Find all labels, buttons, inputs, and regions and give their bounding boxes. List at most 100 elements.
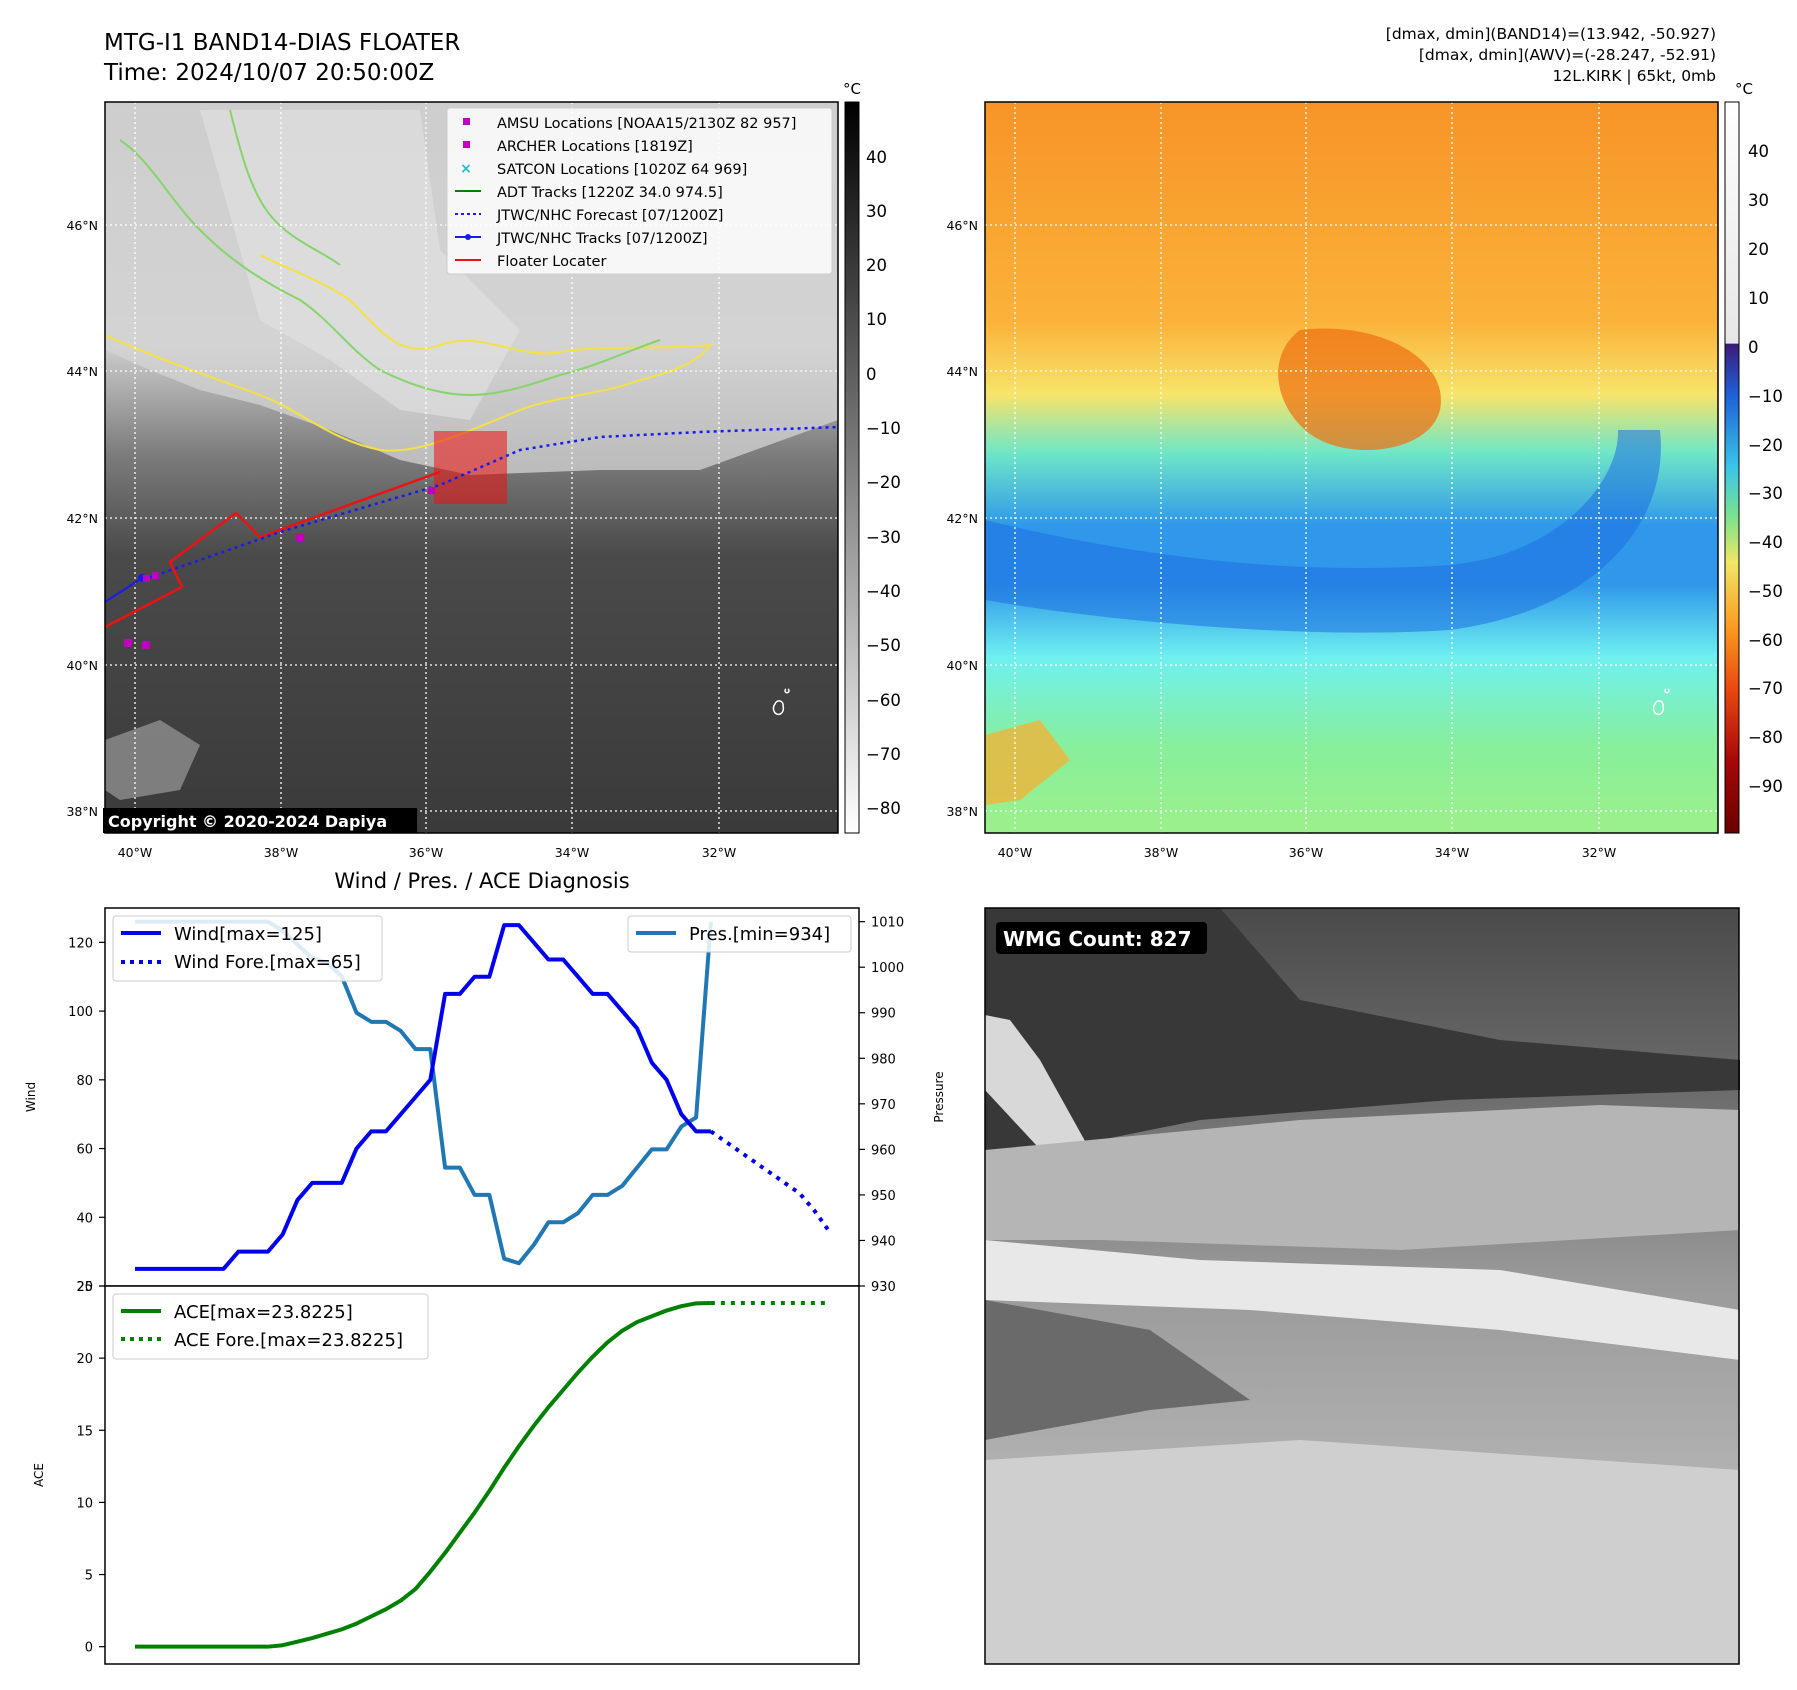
cbar-tick: −30	[866, 528, 901, 547]
ir-color-lat-labels: 46°N 44°N 42°N 40°N 38°N	[946, 218, 978, 819]
cbar-tick: −40	[1748, 533, 1783, 552]
pressure-ytick-label: 1000	[871, 961, 904, 976]
map-legend: × AMSU Locations [NOAA15/2130Z 82 957] A…	[446, 107, 833, 275]
ir-gray-lon-labels: 40°W 38°W 36°W 34°W 32°W	[118, 845, 737, 860]
cbar-tick: −70	[866, 745, 901, 764]
lat-label: 44°N	[66, 364, 98, 379]
wmg-panel: WMG Count: 827	[984, 907, 1740, 1665]
pressure-ytick-label: 1010	[871, 916, 904, 931]
wmg-count-label: WMG Count: 827	[1003, 927, 1192, 951]
lat-label: 40°N	[66, 658, 98, 673]
pressure-ytick-label: 980	[871, 1052, 896, 1067]
lon-label: 38°W	[1144, 845, 1179, 860]
ace-ytick-label: 20	[76, 1352, 93, 1367]
lon-label: 32°W	[702, 845, 737, 860]
legend-amsu-marker	[463, 118, 470, 125]
wind-ytick-label: 100	[68, 1005, 93, 1020]
wind-axis-label: Wind	[24, 1082, 38, 1112]
wmg-count-box	[996, 922, 1207, 954]
cbar-tick: −90	[1748, 777, 1783, 796]
pressure-ytick-label: 940	[871, 1234, 896, 1249]
pressure-ytick-label: 960	[871, 1143, 896, 1158]
lon-label: 40°W	[118, 845, 153, 860]
ir-panel-color	[984, 101, 1719, 834]
cbar-tick: 30	[866, 202, 887, 221]
ir-panel-gray: × AMSU Locations [NOAA15/2130Z 82 957] A…	[103, 101, 839, 834]
stats-awv: [dmax, dmin](AWV)=(-28.247, -52.91)	[1419, 46, 1716, 64]
legend-label: JTWC/NHC Forecast [07/1200Z]	[496, 208, 723, 224]
figure-title: MTG-I1 BAND14-DIAS FLOATER	[104, 30, 460, 56]
cbar-tick: 0	[866, 365, 877, 384]
pressure-axis-label: Pressure	[932, 1071, 946, 1122]
legend-wind-label: Wind[max=125]	[174, 924, 322, 945]
legend-label: SATCON Locations [1020Z 64 969]	[497, 162, 747, 178]
cbar-tick: 40	[1748, 142, 1769, 161]
wind-legend: Wind[max=125] Wind Fore.[max=65]	[112, 915, 383, 982]
lon-label: 38°W	[264, 845, 299, 860]
cbar-tick: −50	[1748, 582, 1783, 601]
cbar-tick: −40	[866, 582, 901, 601]
legend-label: Floater Locater	[497, 254, 606, 270]
wind-ytick-label: 120	[68, 936, 93, 951]
lon-label: 36°W	[1289, 845, 1324, 860]
ace-ytick-label: 25	[76, 1280, 93, 1295]
ace-legend: ACE[max=23.8225] ACE Fore.[max=23.8225]	[112, 1293, 429, 1360]
ace-ytick-label: 10	[76, 1496, 93, 1511]
archer-marker	[143, 575, 150, 582]
cbar-tick: −10	[1748, 387, 1783, 406]
ir-gray-lat-labels: 46°N 44°N 42°N 40°N 38°N	[66, 218, 98, 819]
stats-band14: [dmax, dmin](BAND14)=(13.942, -50.927)	[1386, 25, 1716, 43]
lat-label: 42°N	[946, 511, 978, 526]
copyright-box	[103, 808, 417, 833]
wmg-dark-lower	[985, 1300, 1250, 1440]
ace-ytick-label: 5	[85, 1569, 93, 1584]
cbar-tick: 20	[1748, 240, 1769, 259]
cbar-tick: −60	[1748, 631, 1783, 650]
amsu-marker	[142, 641, 150, 649]
cloud-center	[1278, 328, 1441, 450]
ace-ytick-label: 0	[85, 1641, 93, 1656]
ace-ytick-label: 15	[76, 1424, 93, 1439]
lon-label: 36°W	[409, 845, 444, 860]
legend-tracks-point	[465, 234, 471, 240]
cbar-tick: −70	[1748, 679, 1783, 698]
gray-colorbar-unit: °C	[843, 80, 861, 98]
legend-label: ADT Tracks [1220Z 34.0 974.5]	[497, 185, 723, 201]
island-outline	[1652, 688, 1670, 716]
cbar-tick: −30	[1748, 484, 1783, 503]
lat-label: 46°N	[946, 218, 978, 233]
gray-colorbar	[844, 101, 860, 834]
cbar-tick: 30	[1748, 191, 1769, 210]
wmg-bright-band	[985, 1240, 1740, 1360]
legend-label: AMSU Locations [NOAA15/2130Z 82 957]	[497, 116, 796, 132]
wind-ytick-label: 60	[76, 1143, 93, 1158]
wind-forecast-line	[709, 1129, 831, 1233]
cbar-tick: −80	[866, 799, 901, 818]
wind-series-line	[135, 923, 711, 1271]
archer-marker	[428, 487, 435, 494]
ir-color-lon-labels: 40°W 38°W 36°W 34°W 32°W	[998, 845, 1617, 860]
lon-label: 40°W	[998, 845, 1033, 860]
legend-wind-fore-label: Wind Fore.[max=65]	[174, 952, 361, 973]
archer-marker	[152, 572, 159, 579]
cbar-tick: −60	[866, 691, 901, 710]
pressure-ytick-label: 930	[871, 1280, 896, 1295]
wind-ytick-label: 40	[76, 1211, 93, 1226]
dry-slot-band	[985, 430, 1661, 633]
amsu-marker	[124, 639, 132, 647]
pressure-ytick-label: 950	[871, 1189, 896, 1204]
lon-label: 32°W	[1582, 845, 1617, 860]
cbar-tick: −80	[1748, 728, 1783, 747]
cloud-bright-core	[200, 110, 520, 420]
ace-axis-label: ACE	[32, 1463, 46, 1487]
legend-satcon-marker: ×	[460, 161, 472, 177]
moist-patch-sw	[985, 720, 1070, 805]
cbar-tick: −20	[1748, 436, 1783, 455]
legend-ace-label: ACE[max=23.8225]	[174, 1302, 353, 1323]
cbar-tick: 10	[866, 310, 887, 329]
wmg-light-streak	[985, 1015, 1090, 1160]
cbar-tick: 10	[1748, 289, 1769, 308]
cbar-tick: −10	[866, 419, 901, 438]
color-colorbar-ticks: 40 30 20 10 0 −10 −20 −30 −40 −50 −60 −7…	[1748, 142, 1783, 796]
